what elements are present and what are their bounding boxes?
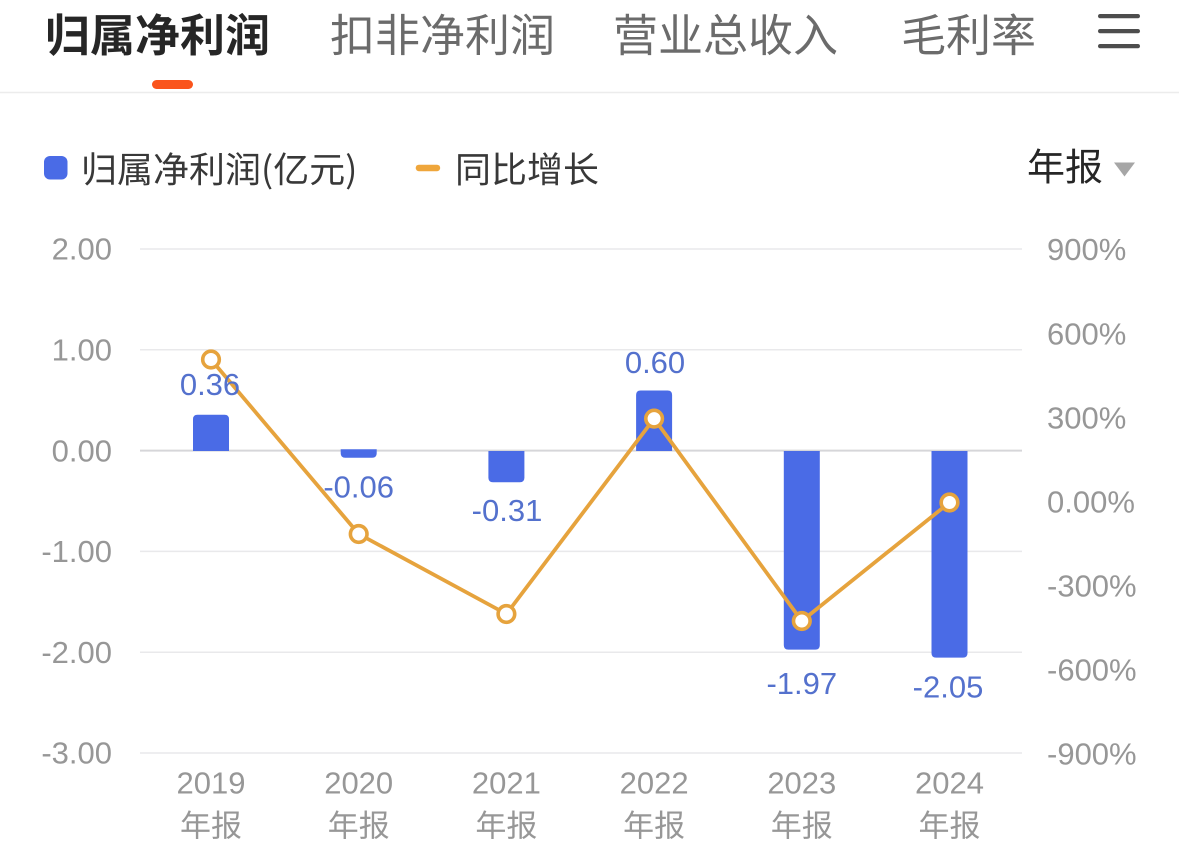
svg-text:2019: 2019 [177,766,246,801]
svg-text:2.00: 2.00 [52,232,112,267]
svg-text:-0.06: -0.06 [323,470,394,505]
svg-text:0.60: 0.60 [625,345,685,380]
svg-text:2020: 2020 [324,766,393,801]
svg-text:2021: 2021 [472,766,541,801]
svg-text:0.36: 0.36 [180,367,240,402]
svg-text:-600%: -600% [1047,653,1137,688]
svg-text:1.00: 1.00 [52,333,112,368]
svg-text:-1.97: -1.97 [766,666,837,701]
svg-text:-1.00: -1.00 [41,534,112,569]
svg-text:300%: 300% [1047,400,1126,435]
svg-text:2022: 2022 [620,766,689,801]
svg-text:-0.31: -0.31 [472,493,543,528]
svg-text:2024: 2024 [915,766,984,801]
svg-text:600%: 600% [1047,316,1126,351]
svg-text:-900%: -900% [1047,737,1137,772]
svg-text:-2.00: -2.00 [41,635,112,670]
svg-text:-2.05: -2.05 [913,670,984,705]
svg-text:-3.00: -3.00 [41,736,112,771]
svg-text:0.00: 0.00 [52,433,112,468]
svg-text:-300%: -300% [1047,569,1137,604]
svg-text:2023: 2023 [767,766,836,801]
svg-text:900%: 900% [1047,232,1126,267]
svg-text:0.00%: 0.00% [1047,485,1135,520]
